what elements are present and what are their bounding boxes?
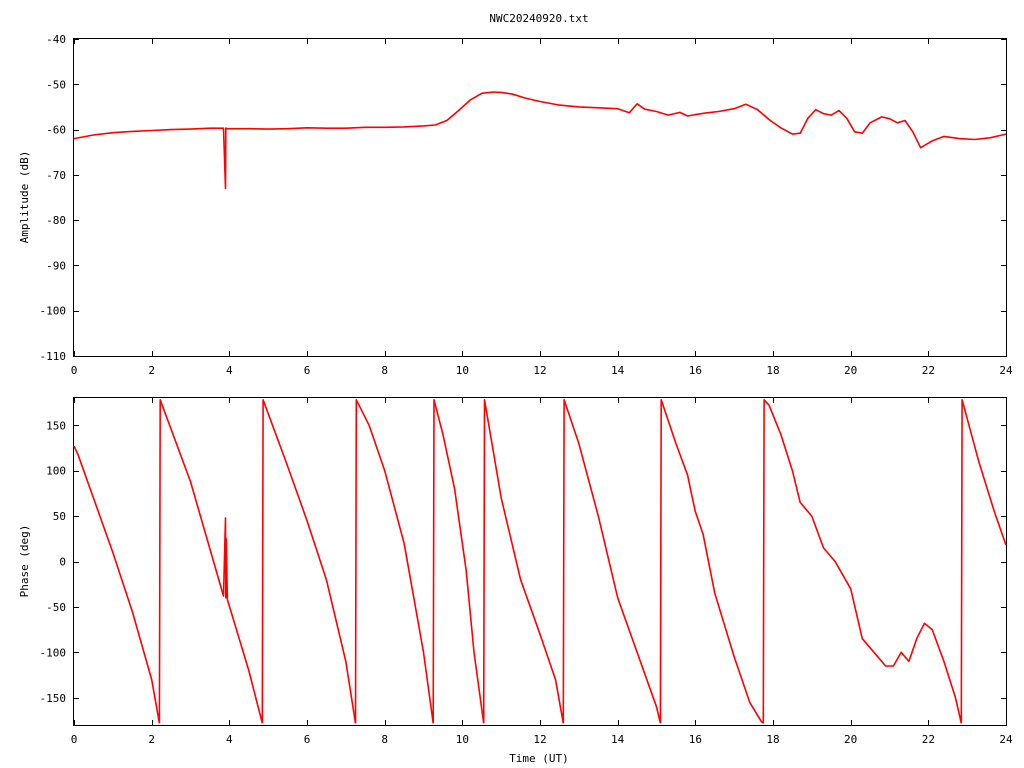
x-tick-label: 22 bbox=[922, 364, 935, 377]
y-tick-label: 150 bbox=[46, 419, 66, 432]
y-tick-label: 50 bbox=[53, 510, 66, 523]
x-tick-label: 8 bbox=[381, 364, 388, 377]
x-tick-label: 24 bbox=[999, 364, 1013, 377]
series-line bbox=[73, 445, 161, 724]
x-tick-label: 4 bbox=[226, 364, 233, 377]
x-tick-label: 18 bbox=[766, 733, 779, 746]
y-tick-label: 0 bbox=[59, 556, 66, 569]
y-tick-label: 100 bbox=[46, 465, 66, 478]
y-tick-label: -60 bbox=[46, 124, 66, 137]
x-tick-label: 12 bbox=[533, 733, 546, 746]
series-line bbox=[562, 399, 662, 724]
x-tick-label: 10 bbox=[456, 733, 469, 746]
amplitude-grid bbox=[74, 39, 1007, 357]
x-tick-label: 14 bbox=[611, 733, 625, 746]
phase-plot-frame bbox=[73, 397, 1007, 726]
x-tick-label: 20 bbox=[844, 364, 857, 377]
y-tick-label: -50 bbox=[46, 601, 66, 614]
amplitude-panel: 0 2 4 6 8 10 12 14 16 18 20 22 24-40-50-60-70-80-90-… bbox=[18, 33, 1013, 377]
x-tick-label: 22 bbox=[922, 733, 935, 746]
y-tick-label: -100 bbox=[40, 305, 67, 318]
amplitude-y-axis-label: Amplitude (dB) bbox=[18, 151, 31, 244]
y-tick-label: -40 bbox=[46, 33, 66, 46]
series-line bbox=[354, 399, 434, 724]
amplitude-trace bbox=[73, 91, 1007, 190]
x-tick-label: 4 bbox=[226, 733, 233, 746]
series-line bbox=[432, 399, 485, 724]
x-tick-label: 24 bbox=[999, 733, 1013, 746]
x-tick-label: 8 bbox=[381, 733, 388, 746]
x-tick-label: 16 bbox=[689, 364, 702, 377]
y-tick-label: -50 bbox=[46, 78, 66, 91]
x-tick-label: 0 bbox=[71, 733, 78, 746]
amplitude-tick-labels: 0 2 4 6 8 10 12 14 16 18 20 22 24-40-50-60-70-80-90-… bbox=[40, 33, 1013, 377]
phase-y-axis-label: Phase (deg) bbox=[18, 525, 31, 598]
x-tick-label: 20 bbox=[844, 733, 857, 746]
x-tick-label: 16 bbox=[689, 733, 702, 746]
series-line bbox=[482, 399, 565, 724]
x-axis-label: Time (UT) bbox=[509, 752, 569, 765]
amplitude-plot-frame bbox=[73, 38, 1007, 357]
x-tick-label: 0 bbox=[71, 364, 78, 377]
series-line bbox=[960, 399, 1007, 724]
x-tick-label: 2 bbox=[148, 733, 155, 746]
x-tick-label: 6 bbox=[304, 364, 311, 377]
phase-panel: 0 2 4 6 8 10 12 14 16 18 20 22 24150100500-50-100-15… bbox=[18, 397, 1013, 765]
series-line bbox=[73, 91, 1007, 190]
y-tick-label: -80 bbox=[46, 214, 66, 227]
x-tick-label: 10 bbox=[456, 364, 469, 377]
series-line bbox=[762, 399, 963, 724]
series-line bbox=[659, 399, 764, 724]
phase-trace bbox=[73, 399, 1007, 724]
x-tick-label: 14 bbox=[611, 364, 625, 377]
x-tick-label: 2 bbox=[148, 364, 155, 377]
y-tick-label: -70 bbox=[46, 169, 66, 182]
y-tick-label: -110 bbox=[40, 350, 67, 363]
y-tick-label: -150 bbox=[40, 692, 67, 705]
x-tick-label: 6 bbox=[304, 733, 311, 746]
series-line bbox=[261, 399, 357, 724]
series-line bbox=[158, 399, 264, 724]
x-tick-label: 18 bbox=[766, 364, 779, 377]
phase-tick-labels: 0 2 4 6 8 10 12 14 16 18 20 22 24150100500-50-100-15… bbox=[40, 419, 1013, 746]
x-tick-label: 12 bbox=[533, 364, 546, 377]
y-tick-label: -100 bbox=[40, 646, 67, 659]
chart-title: NWC20240920.txt bbox=[489, 12, 588, 25]
phase-grid bbox=[74, 398, 1007, 725]
y-tick-label: -90 bbox=[46, 259, 66, 272]
